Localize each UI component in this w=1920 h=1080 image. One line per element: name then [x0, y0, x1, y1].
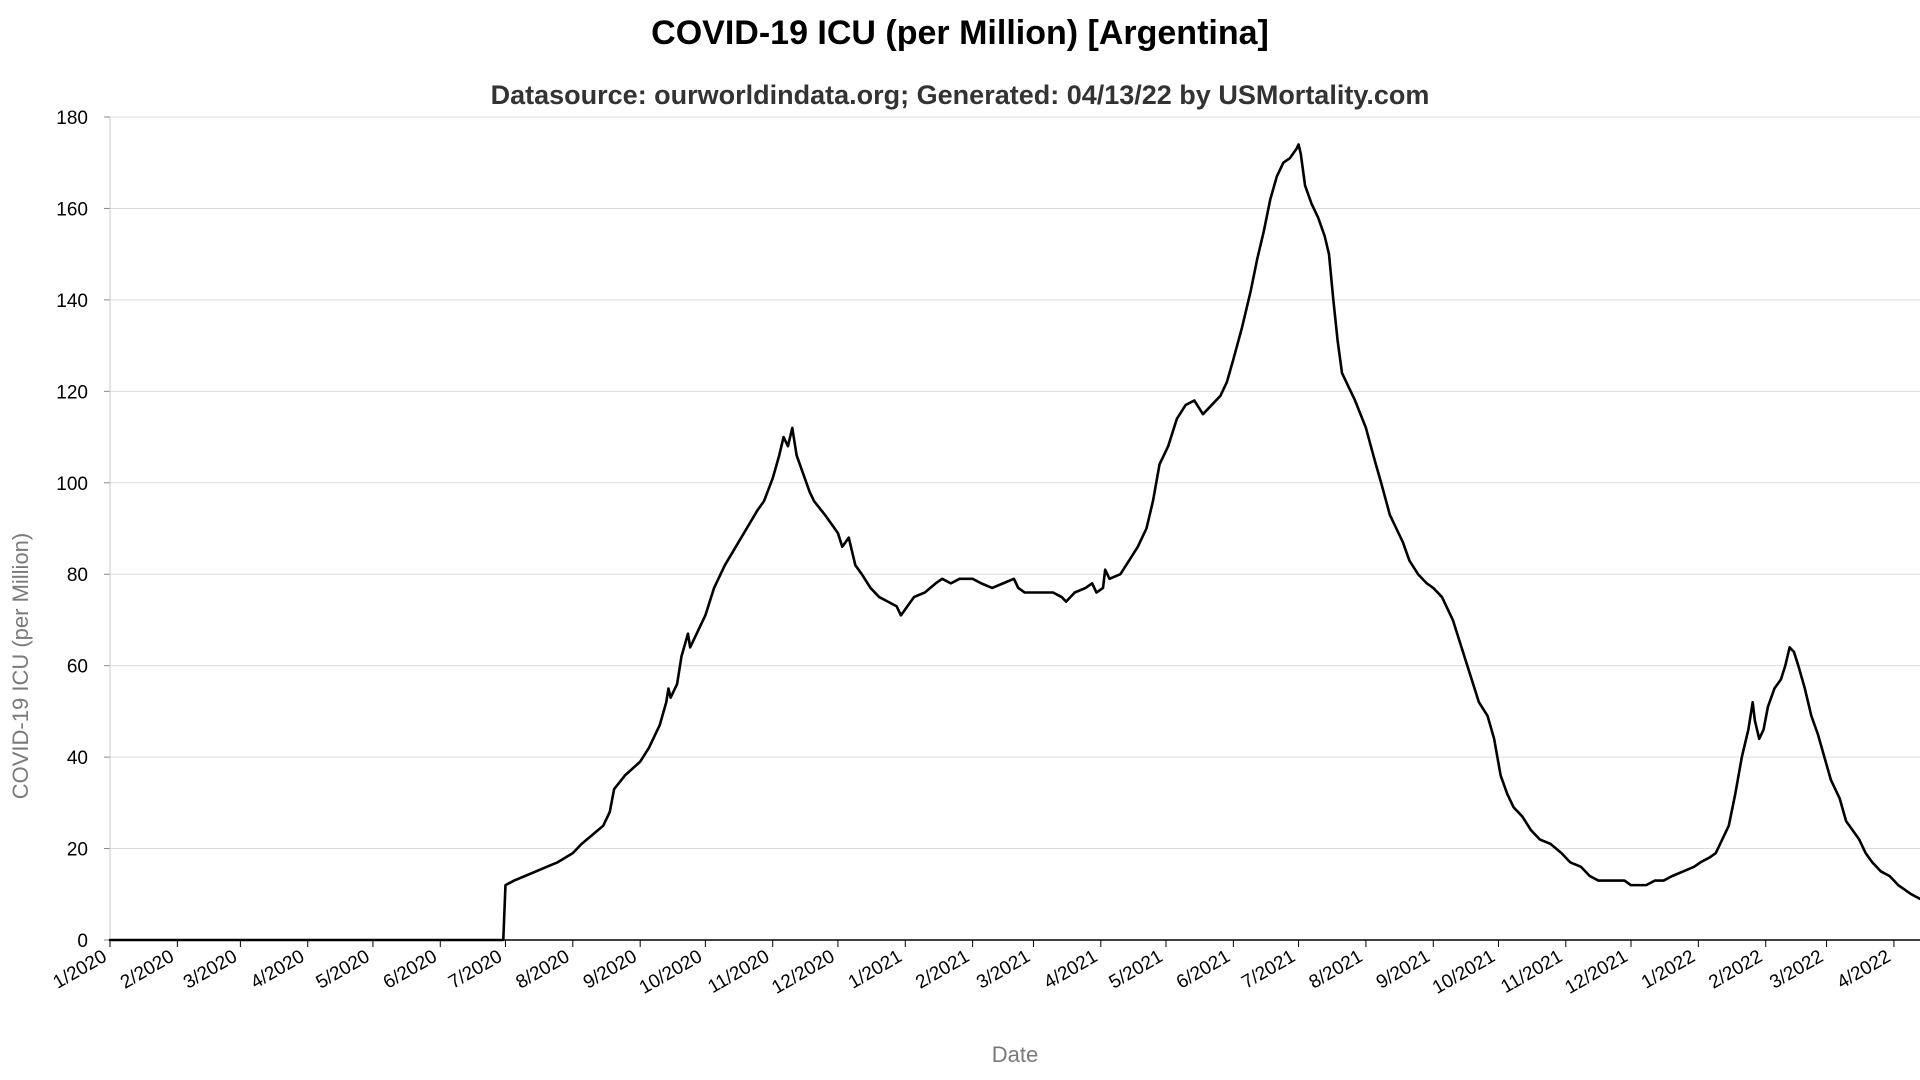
- x-tick-label: 5/2021: [1106, 946, 1167, 993]
- series-lines: [108, 143, 1920, 942]
- x-tick-label: 4/2020: [247, 946, 308, 993]
- y-tick-label: 140: [56, 291, 88, 312]
- x-tick-label: 3/2020: [180, 946, 241, 993]
- chart-subtitle: Datasource: ourworldindata.org; Generate…: [490, 80, 1430, 110]
- chart-title: COVID-19 ICU (per Million) [Argentina]: [651, 14, 1269, 52]
- x-tick-label: 4/2022: [1834, 946, 1895, 993]
- x-tick-label: 6/2021: [1173, 946, 1234, 993]
- y-tick-label: 20: [67, 840, 88, 861]
- x-axis-label: Date: [992, 1042, 1038, 1067]
- y-tick-label: 100: [56, 474, 88, 495]
- series-line: [108, 143, 1920, 942]
- x-tick-label: 3/2021: [973, 946, 1034, 993]
- x-tick-label: 1/2021: [845, 946, 906, 993]
- x-tick-label: 8/2020: [512, 946, 573, 993]
- x-tick-label: 4/2021: [1040, 946, 1101, 993]
- x-tick-label: 7/2020: [445, 946, 506, 993]
- x-tick-label: 9/2021: [1373, 946, 1434, 993]
- grid-lines: [110, 116, 1920, 850]
- x-tick-label: 11/2021: [1498, 946, 1567, 998]
- x-tick-label: 10/2020: [636, 946, 706, 999]
- y-tick-label: 80: [67, 565, 88, 586]
- x-tick-label: 3/2022: [1766, 946, 1827, 993]
- x-tick-label: 2/2021: [912, 946, 973, 993]
- x-tick-label: 7/2021: [1238, 946, 1299, 993]
- x-tick-label: 5/2020: [313, 946, 374, 993]
- x-tick-label: 2/2022: [1705, 946, 1766, 993]
- x-tick-label: 9/2020: [580, 946, 641, 993]
- y-tick-label: 40: [67, 748, 88, 769]
- x-tick-label: 2/2020: [117, 946, 178, 993]
- x-tick-label: 10/2021: [1429, 946, 1499, 999]
- x-tick-label: 6/2020: [380, 946, 441, 993]
- x-tick-label: 8/2021: [1306, 946, 1367, 993]
- x-tick-label: 1/2020: [50, 946, 111, 993]
- y-tick-label: 120: [56, 382, 88, 403]
- x-tick-label: 1/2022: [1638, 946, 1699, 993]
- y-tick-label: 180: [56, 108, 88, 129]
- y-axis-label: COVID-19 ICU (per Million): [8, 533, 33, 800]
- y-tick-label: 60: [67, 657, 88, 678]
- y-tick-label: 0: [77, 931, 88, 952]
- y-tick-label: 160: [56, 199, 88, 220]
- x-tick-label: 12/2021: [1562, 946, 1632, 999]
- x-tick-label: 11/2020: [704, 946, 773, 998]
- x-tick-label: 12/2020: [768, 946, 838, 999]
